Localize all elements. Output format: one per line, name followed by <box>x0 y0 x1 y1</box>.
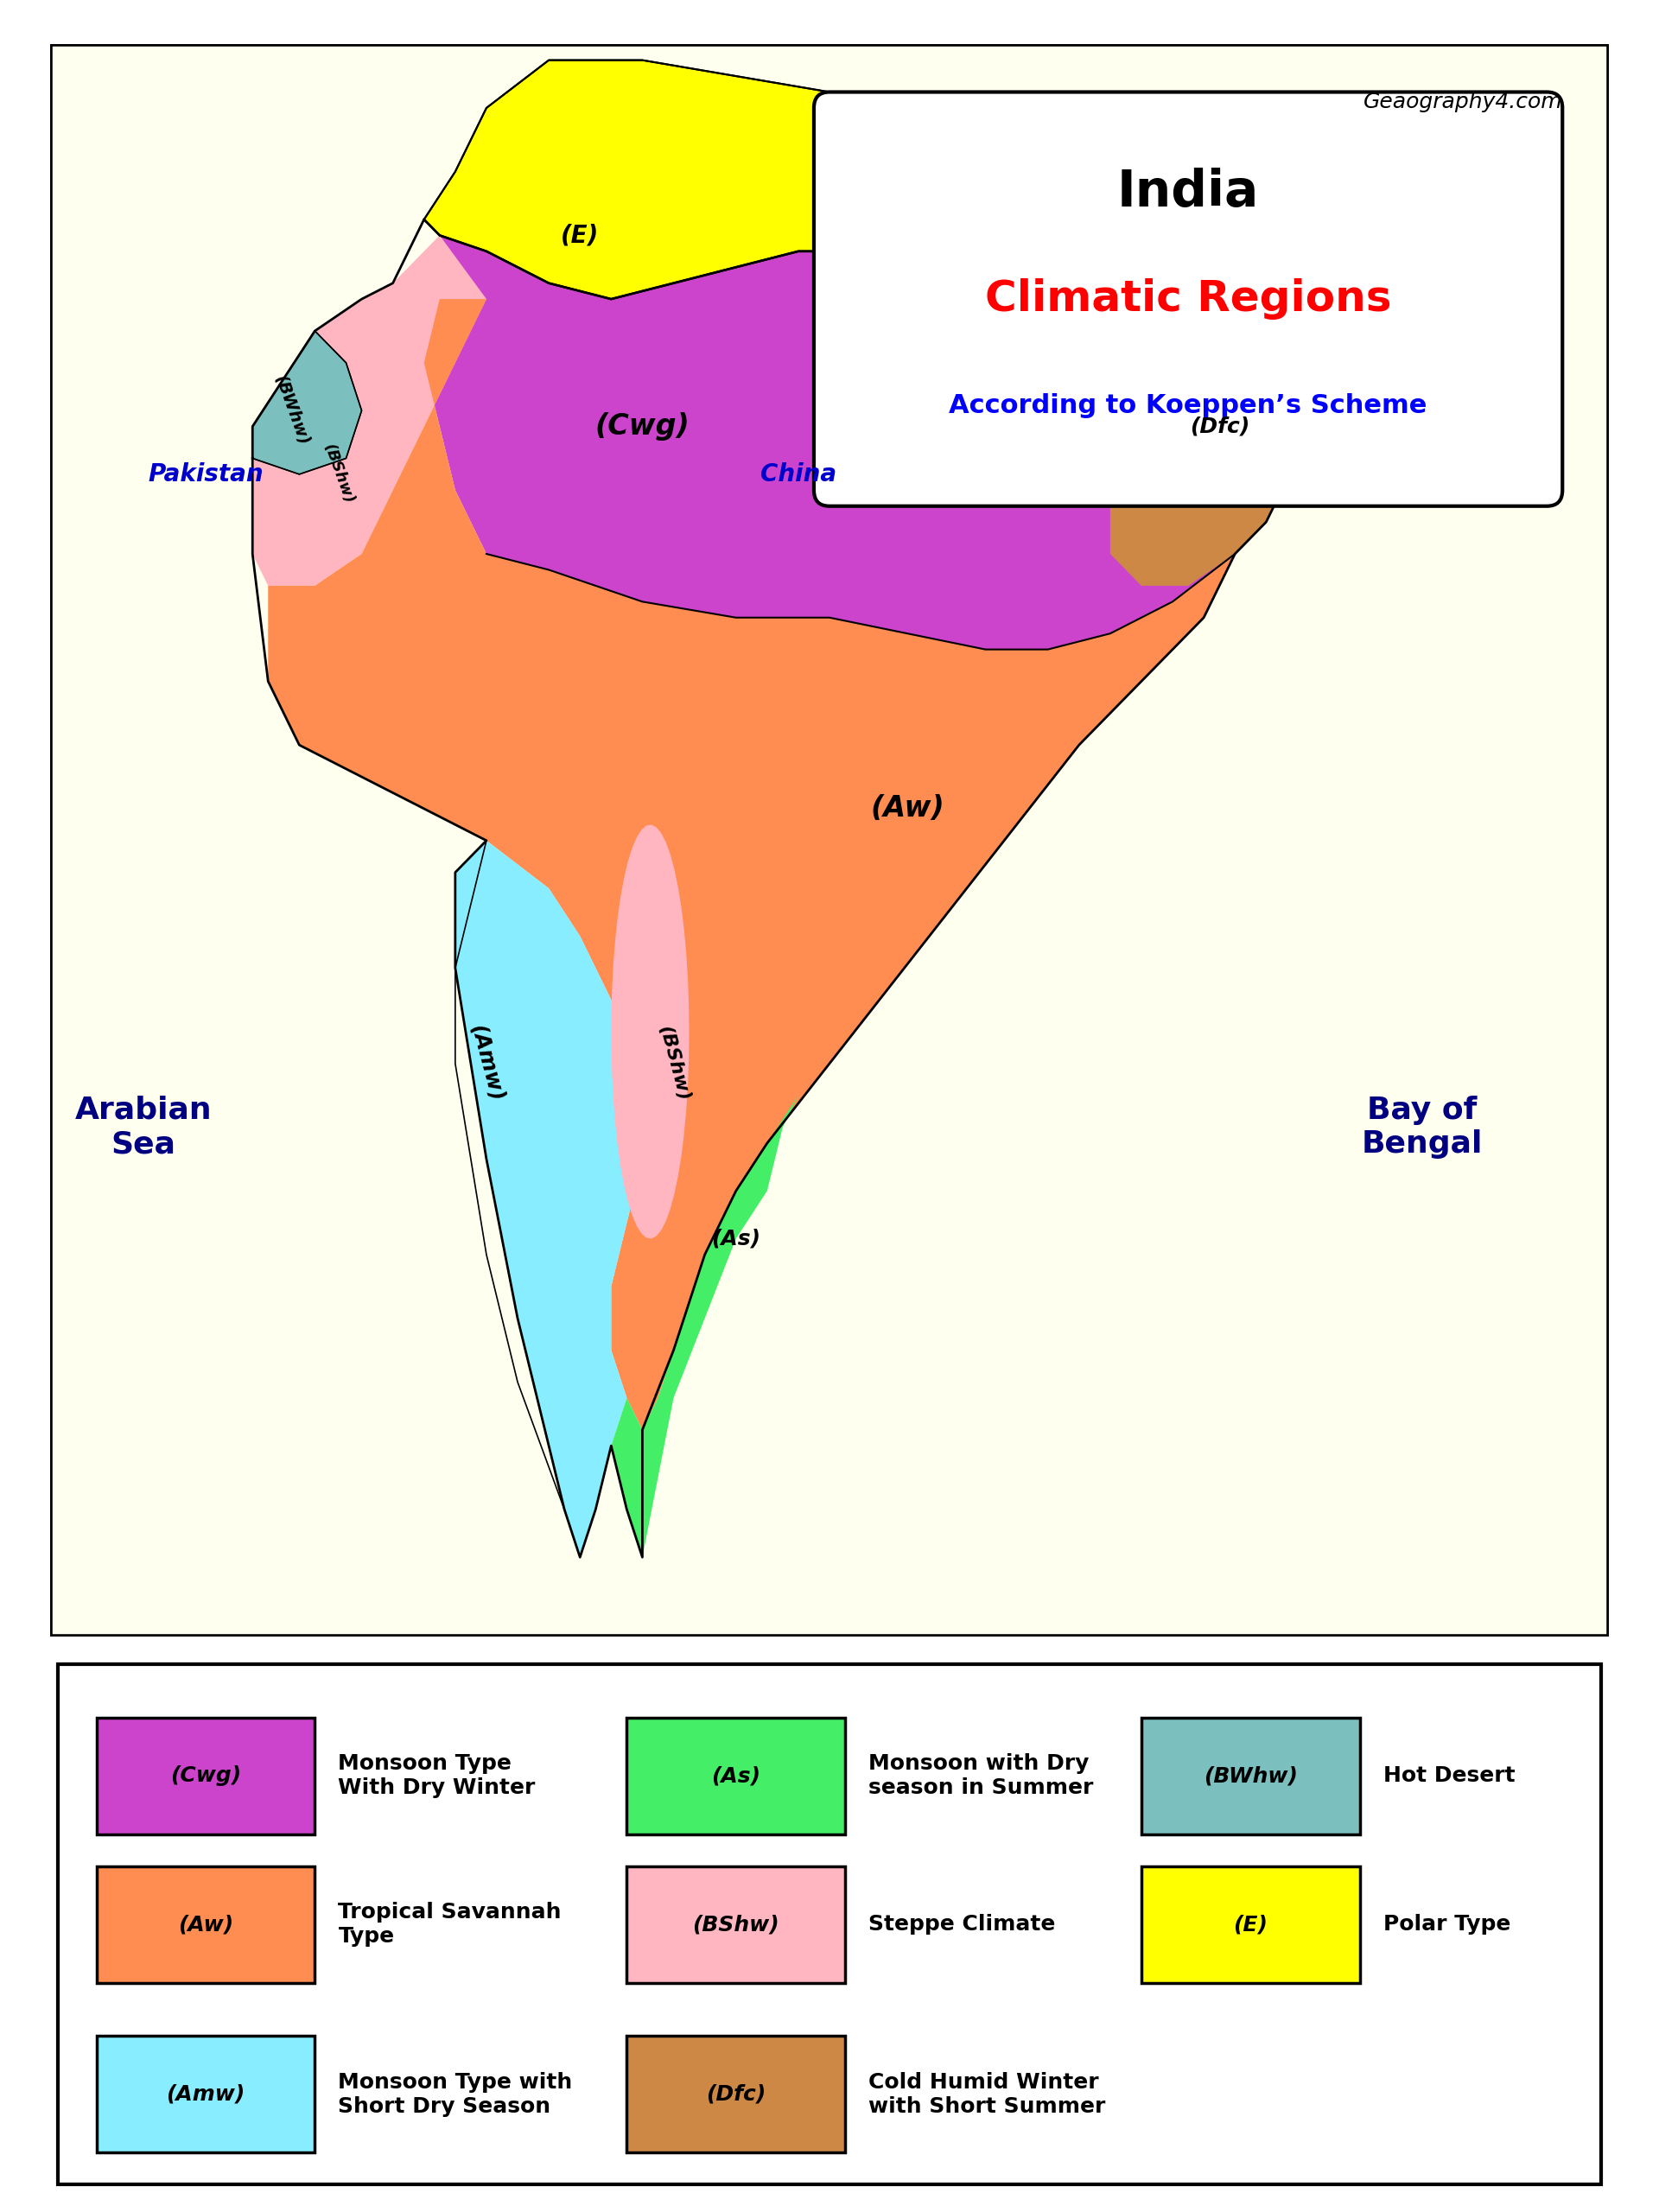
Bar <box>627 1717 844 1834</box>
Text: (Dfc): (Dfc) <box>707 2084 766 2104</box>
Bar <box>1141 1867 1360 1982</box>
Text: Geaography4.com: Geaography4.com <box>1364 93 1563 113</box>
Text: Monsoon with Dry
season in Summer: Monsoon with Dry season in Summer <box>869 1754 1093 1798</box>
Text: (Cwg): (Cwg) <box>596 411 690 440</box>
Polygon shape <box>611 1095 798 1557</box>
Text: (Aw): (Aw) <box>178 1913 234 1936</box>
Bar <box>96 2035 315 2152</box>
Text: Tropical Savannah
Type: Tropical Savannah Type <box>338 1902 562 1947</box>
Text: (BShw): (BShw) <box>692 1913 780 1936</box>
Text: China: China <box>760 462 836 487</box>
Text: Monsoon Type with
Short Dry Season: Monsoon Type with Short Dry Season <box>338 2073 572 2117</box>
Text: India: India <box>1117 168 1259 217</box>
Text: Pakistan: Pakistan <box>148 462 264 487</box>
Text: (Amw): (Amw) <box>166 2084 246 2104</box>
Text: According to Koeppen’s Scheme: According to Koeppen’s Scheme <box>949 394 1427 418</box>
Polygon shape <box>252 234 486 586</box>
Text: (Dfc): (Dfc) <box>1190 416 1249 436</box>
Text: Arabian
Sea: Arabian Sea <box>75 1095 212 1159</box>
Polygon shape <box>425 60 1017 299</box>
Text: Climatic Regions: Climatic Regions <box>985 279 1392 321</box>
Bar <box>96 1867 315 1982</box>
Polygon shape <box>252 332 362 473</box>
Polygon shape <box>455 841 642 1557</box>
Text: Polar Type: Polar Type <box>1384 1913 1510 1936</box>
Polygon shape <box>425 139 1329 650</box>
FancyBboxPatch shape <box>815 93 1563 507</box>
Text: (Aw): (Aw) <box>871 794 944 823</box>
Polygon shape <box>611 825 688 1239</box>
Text: Bay of
Bengal: Bay of Bengal <box>1362 1095 1483 1159</box>
Bar <box>1141 1717 1360 1834</box>
Text: Hot Desert: Hot Desert <box>1384 1765 1515 1785</box>
Bar <box>96 1717 315 1834</box>
Text: (BShw): (BShw) <box>655 1024 692 1104</box>
Text: (Cwg): (Cwg) <box>171 1765 241 1785</box>
Text: (Amw): (Amw) <box>466 1022 506 1104</box>
Polygon shape <box>50 44 1609 1637</box>
Text: (As): (As) <box>712 1228 760 1250</box>
Polygon shape <box>50 44 1609 1637</box>
Text: (E): (E) <box>561 223 599 248</box>
Bar <box>627 1867 844 1982</box>
Polygon shape <box>1110 252 1329 586</box>
Text: (BWhw): (BWhw) <box>270 374 312 447</box>
Text: Monsoon Type
With Dry Winter: Monsoon Type With Dry Winter <box>338 1754 536 1798</box>
Polygon shape <box>269 299 1234 1429</box>
Text: (BShw): (BShw) <box>320 442 357 507</box>
Text: (BWhw): (BWhw) <box>1203 1765 1297 1785</box>
Text: (As): (As) <box>712 1765 760 1785</box>
Bar <box>627 2035 844 2152</box>
Text: Cold Humid Winter
with Short Summer: Cold Humid Winter with Short Summer <box>869 2073 1105 2117</box>
Text: Steppe Climate: Steppe Climate <box>869 1913 1055 1936</box>
Polygon shape <box>50 44 1609 1637</box>
Text: (E): (E) <box>1233 1913 1267 1936</box>
